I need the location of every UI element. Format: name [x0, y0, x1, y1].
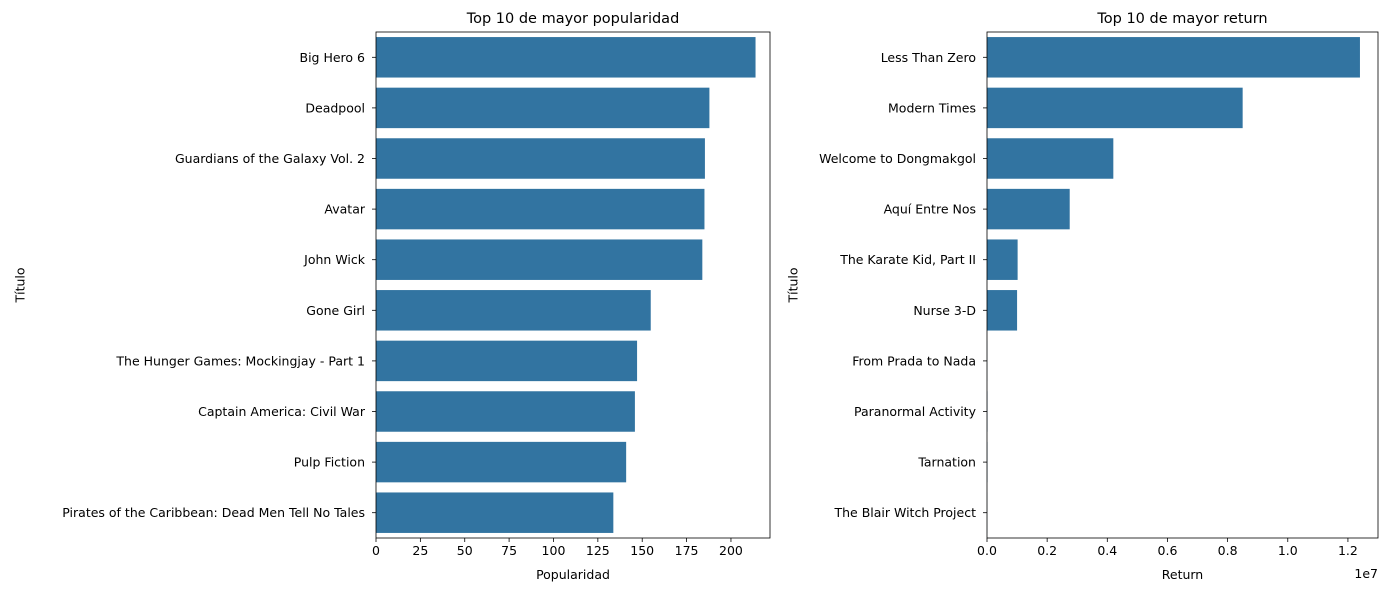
bar	[376, 189, 704, 229]
bar	[376, 341, 637, 381]
category-label: From Prada to Nada	[852, 353, 976, 368]
x-tick-label: 0.8	[1218, 543, 1238, 558]
category-label: Aquí Entre Nos	[884, 202, 976, 217]
x-axis-label: Return	[1162, 567, 1203, 582]
x-tick-label: 175	[675, 543, 699, 558]
category-label: The Karate Kid, Part II	[839, 252, 976, 267]
x-tick-label: 200	[719, 543, 743, 558]
x-tick-label: 125	[586, 543, 610, 558]
category-label: Paranormal Activity	[854, 404, 977, 419]
category-label: Modern Times	[888, 100, 976, 115]
category-label: Big Hero 6	[300, 50, 366, 65]
x-tick-label: 25	[412, 543, 428, 558]
bar	[376, 290, 651, 330]
category-label: The Hunger Games: Mockingjay - Part 1	[115, 353, 365, 368]
category-label: John Wick	[303, 252, 366, 267]
x-tick-label: 1.0	[1278, 543, 1298, 558]
x-tick-label: 1.2	[1338, 543, 1358, 558]
bar	[376, 239, 702, 279]
x-tick-label: 0.2	[1037, 543, 1057, 558]
category-label: The Blair Witch Project	[833, 505, 976, 520]
x-tick-label: 0.4	[1097, 543, 1117, 558]
bar	[987, 239, 1018, 279]
category-label: Less Than Zero	[881, 50, 976, 65]
bar	[987, 37, 1360, 77]
y-axis-label: Título	[786, 267, 801, 303]
bar	[376, 492, 613, 532]
x-tick-label: 0.0	[977, 543, 997, 558]
bar	[987, 290, 1017, 330]
bar	[376, 442, 626, 482]
category-label: Guardians of the Galaxy Vol. 2	[175, 151, 365, 166]
chart-title: Top 10 de mayor return	[1096, 11, 1267, 27]
bar	[987, 138, 1113, 178]
bar	[987, 189, 1070, 229]
x-tick-label: 0	[372, 543, 380, 558]
x-tick-label: 50	[457, 543, 473, 558]
category-label: Pirates of the Caribbean: Dead Men Tell …	[62, 505, 365, 520]
category-label: Captain America: Civil War	[198, 404, 366, 419]
x-tick-label: 100	[542, 543, 566, 558]
category-label: Welcome to Dongmakgol	[819, 151, 976, 166]
category-label: Deadpool	[305, 100, 365, 115]
chart-title: Top 10 de mayor popularidad	[466, 11, 680, 27]
x-tick-label: 0.6	[1158, 543, 1178, 558]
bar	[376, 138, 705, 178]
x-tick-label: 75	[501, 543, 517, 558]
x-tick-label: 150	[630, 543, 654, 558]
category-label: Avatar	[324, 202, 365, 217]
x-axis-label: Popularidad	[536, 567, 610, 582]
category-label: Nurse 3-D	[913, 303, 976, 318]
bar	[987, 88, 1243, 128]
x-axis-offset-label: 1e7	[1354, 566, 1378, 581]
bar	[376, 88, 709, 128]
category-label: Pulp Fiction	[294, 455, 365, 470]
chart-panel-2: Less Than Zero Modern Times Welcome to Don…	[786, 11, 1379, 582]
bar	[376, 391, 635, 431]
category-label: Tarnation	[917, 455, 976, 470]
y-axis-label: Título	[13, 267, 28, 303]
chart-panel-1: Big Hero 6 Deadpool Guardians of the Galax…	[13, 11, 771, 582]
bar	[376, 37, 756, 77]
category-label: Gone Girl	[306, 303, 365, 318]
